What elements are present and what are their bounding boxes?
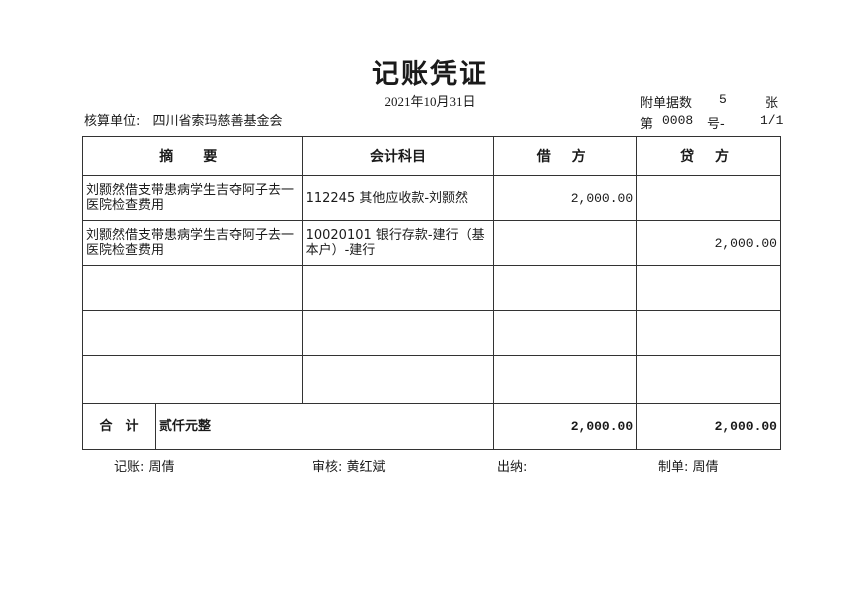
table-row	[82, 310, 781, 356]
table-row: 刘颢然借支带患病学生吉夺阿子去一医院检查费用 112245 其他应收款-刘颢然 …	[82, 175, 781, 221]
header-credit: 贷 方	[636, 136, 781, 176]
signature-reviewer: 审核: 黄红斌	[312, 456, 386, 475]
reviewer-label: 审核:	[312, 460, 343, 475]
total-row: 合 计 贰仟元整 2,000.00 2,000.00	[81, 403, 781, 450]
total-label: 合 计	[83, 404, 156, 449]
total-debit: 2,000.00	[493, 403, 638, 450]
table-row	[82, 265, 781, 311]
total-label-cell: 合 计 贰仟元整	[81, 403, 495, 450]
voucher-number: 第 0008 号- 1/1	[640, 113, 785, 132]
voucher-prefix: 第	[640, 117, 654, 132]
voucher-page: 1/1	[760, 113, 784, 128]
bookkeeper-name: 周倩	[148, 460, 175, 475]
accounting-unit: 核算单位: 四川省索玛慈善基金会	[84, 110, 283, 129]
unit-name: 四川省索玛慈善基金会	[152, 114, 283, 129]
attachment-unit: 张	[765, 96, 779, 111]
signature-preparer: 制单: 周倩	[658, 456, 719, 475]
row-account: 112245 其他应收款-刘颢然	[301, 175, 495, 221]
signature-cashier: 出纳:	[497, 456, 527, 475]
row-credit	[636, 355, 781, 404]
row-summary: 刘颢然借支带患病学生吉夺阿子去一医院检查费用	[82, 220, 303, 266]
unit-label: 核算单位:	[84, 114, 141, 129]
table-row	[82, 355, 781, 404]
header-debit: 借 方	[493, 136, 638, 176]
reviewer-name: 黄红斌	[346, 460, 386, 475]
row-account	[301, 265, 495, 311]
header-account: 会计科目	[301, 136, 495, 176]
attachment-count: 附单据数 5 张	[640, 92, 778, 111]
row-account	[301, 355, 495, 404]
voucher-suffix: 号-	[707, 117, 725, 132]
row-credit: 2,000.00	[636, 220, 781, 266]
total-credit: 2,000.00	[636, 403, 781, 450]
table-header: 摘 要 会计科目 借 方 贷 方	[82, 136, 781, 176]
row-account: 10020101 银行存款-建行（基本户）-建行	[301, 220, 495, 266]
row-summary: 刘颢然借支带患病学生吉夺阿子去一医院检查费用	[82, 175, 303, 221]
row-summary	[82, 355, 303, 404]
voucher-title: 记账凭证	[372, 59, 488, 90]
row-debit	[493, 310, 638, 356]
voucher-table: 摘 要 会计科目 借 方 贷 方 刘颢然借支带患病学生吉夺阿子去一医院检查费用 …	[81, 136, 781, 450]
cashier-label: 出纳:	[497, 460, 528, 475]
bookkeeper-label: 记账:	[114, 460, 145, 475]
total-amount-words: 贰仟元整	[159, 419, 212, 434]
row-credit	[636, 175, 781, 221]
header-summary: 摘 要	[82, 136, 303, 176]
voucher-number-value: 0008	[662, 113, 694, 128]
row-debit	[493, 355, 638, 404]
preparer-name: 周倩	[692, 460, 719, 475]
signature-bookkeeper: 记账: 周倩	[114, 456, 175, 475]
row-credit	[636, 310, 781, 356]
voucher-date: 2021年10月31日	[384, 94, 476, 109]
row-credit	[636, 265, 781, 311]
row-debit	[493, 265, 638, 311]
row-summary	[82, 310, 303, 356]
row-debit	[493, 220, 638, 266]
row-account	[301, 310, 495, 356]
table-row: 刘颢然借支带患病学生吉夺阿子去一医院检查费用 10020101 银行存款-建行（…	[82, 220, 781, 266]
row-debit: 2,000.00	[493, 175, 638, 221]
row-summary	[82, 265, 303, 311]
attachment-label: 附单据数	[640, 96, 693, 111]
attachment-number: 5	[719, 92, 727, 107]
preparer-label: 制单:	[658, 460, 689, 475]
